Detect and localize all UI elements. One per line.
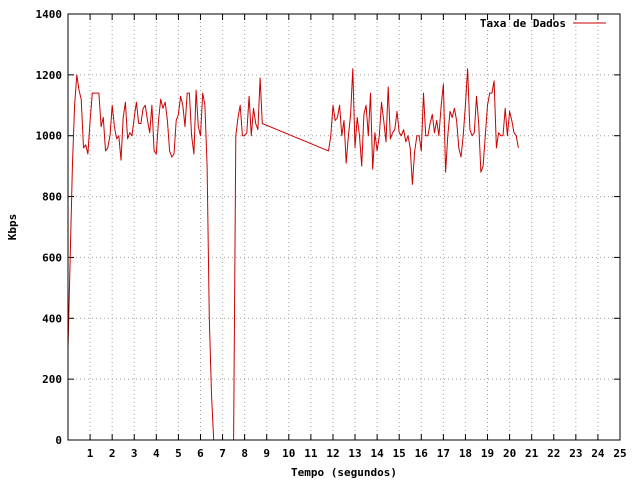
x-tick-label: 15: [393, 447, 406, 460]
x-tick-label: 9: [263, 447, 270, 460]
y-tick-label: 400: [42, 312, 62, 325]
x-axis-label: Tempo (segundos): [291, 466, 397, 479]
grid: [68, 14, 620, 440]
y-tick-label: 0: [55, 434, 62, 447]
x-tick-label: 6: [197, 447, 204, 460]
y-axis-ticks: 0 200 400 600 800 1000 1200 1400: [36, 8, 620, 447]
x-tick-label: 11: [304, 447, 318, 460]
y-tick-label: 1000: [36, 130, 63, 143]
legend: Taxa de Dados: [480, 17, 606, 30]
x-tick-label: 23: [569, 447, 582, 460]
series-line-taxa-de-dados: [67, 68, 519, 441]
x-tick-label: 12: [326, 447, 339, 460]
y-axis-label: Kbps: [6, 214, 19, 241]
y-tick-label: 1200: [36, 69, 63, 82]
x-tick-label: 18: [459, 447, 472, 460]
y-tick-label: 200: [42, 373, 62, 386]
plot-frame: [67, 13, 621, 441]
x-tick-label: 19: [481, 447, 494, 460]
x-tick-label: 21: [525, 447, 539, 460]
x-tick-label: 4: [153, 447, 160, 460]
series-layer: [67, 68, 519, 441]
x-tick-label: 1: [87, 447, 94, 460]
legend-label: Taxa de Dados: [480, 17, 566, 30]
x-tick-label: 3: [131, 447, 138, 460]
x-tick-label: 20: [503, 447, 516, 460]
x-tick-label: 25: [613, 447, 626, 460]
x-tick-label: 7: [219, 447, 226, 460]
x-tick-label: 14: [370, 447, 384, 460]
x-tick-label: 16: [415, 447, 429, 460]
x-tick-label: 2: [109, 447, 116, 460]
x-tick-label: 24: [591, 447, 605, 460]
y-tick-label: 600: [42, 251, 62, 264]
x-axis-ticks: 1 2 3 4 5 6 7 8 9 10 11 12 13 14 15 16 17 18 19 20 21 22 23 24 2…: [87, 14, 627, 460]
x-tick-label: 17: [437, 447, 450, 460]
x-tick-label: 8: [241, 447, 248, 460]
y-tick-label: 1400: [36, 8, 63, 21]
x-tick-label: 22: [547, 447, 560, 460]
y-tick-label: 800: [42, 191, 62, 204]
x-tick-label: 13: [348, 447, 361, 460]
x-tick-label: 10: [282, 447, 295, 460]
x-tick-label: 5: [175, 447, 182, 460]
